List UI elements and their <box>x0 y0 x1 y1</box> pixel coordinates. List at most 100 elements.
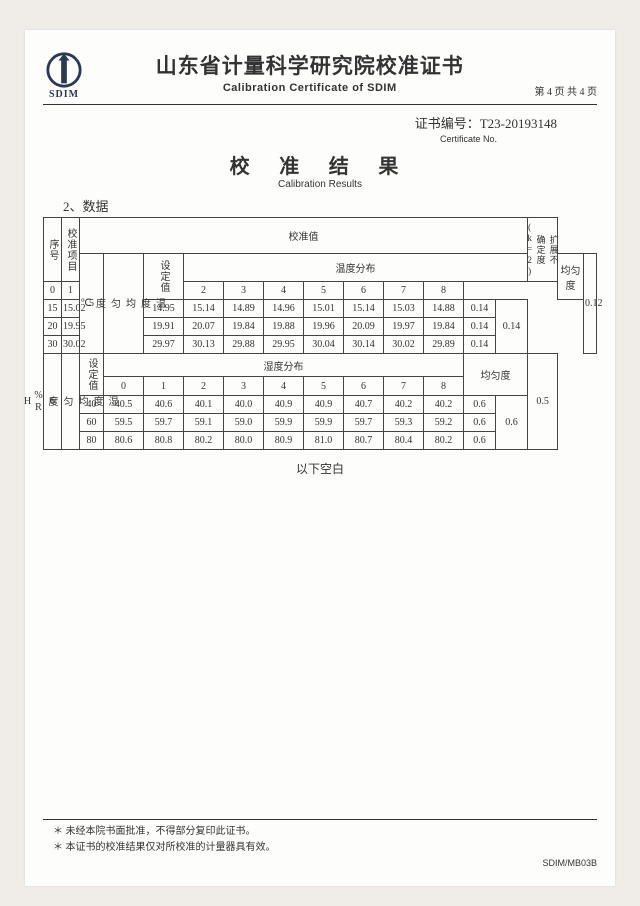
footer: ＊ 未经本院书面批准，不得部分复印此证书。 ＊ 本证书的校准结果仅对所校准的计量… <box>43 819 597 868</box>
col-seq: 序号 <box>44 218 62 282</box>
title-en: Calibration Certificate of SDIM <box>95 82 525 94</box>
idx: 0 <box>44 282 62 300</box>
cell: 59.7 <box>344 414 384 432</box>
row6-item: 湿度均匀度%RH <box>62 354 80 450</box>
cell: 30.14 <box>344 336 384 354</box>
page-indicator: 第 4 页 共 4 页 <box>535 83 598 100</box>
row6-expanded: 0.5 <box>528 354 558 450</box>
cell: 40.7 <box>344 396 384 414</box>
row5-unif-label: 均匀度 <box>558 254 584 300</box>
results-title-en: Calibration Results <box>43 179 597 190</box>
cell: 80.2 <box>424 432 464 450</box>
cell: 40.1 <box>184 396 224 414</box>
cell: 14.88 <box>424 300 464 318</box>
cell: 0.6 <box>464 432 496 450</box>
cell: 0.14 <box>464 318 496 336</box>
section-label: 2、数据 <box>63 196 597 215</box>
title-cn: 山东省计量科学研究院校准证书 <box>95 50 525 80</box>
idx: 6 <box>344 377 384 396</box>
cell: 59.9 <box>304 414 344 432</box>
cell: 19.96 <box>304 318 344 336</box>
cell: 59.7 <box>144 414 184 432</box>
cell: 0.14 <box>464 336 496 354</box>
cell: 15.01 <box>304 300 344 318</box>
idx: 0 <box>104 377 144 396</box>
idx: 7 <box>384 282 424 300</box>
row5-item: 温度均匀度℃ <box>104 254 144 354</box>
idx: 3 <box>224 377 264 396</box>
cell: 19.88 <box>264 318 304 336</box>
footnote-1: ＊ 未经本院书面批准，不得部分复印此证书。 <box>43 824 597 840</box>
cell: 59.1 <box>184 414 224 432</box>
cell: 15.03 <box>384 300 424 318</box>
idx: 3 <box>224 282 264 300</box>
row6-data-1: 40 40.5 40.6 40.1 40.0 40.9 40.9 40.7 40… <box>44 396 597 414</box>
cert-number: T23-20193148 <box>480 116 557 131</box>
col-calval: 校准值 <box>80 218 528 254</box>
cell: 40.9 <box>264 396 304 414</box>
cell: 59.3 <box>384 414 424 432</box>
footnote-2: ＊ 本证书的校准结果仅对所校准的计量器具有效。 <box>43 840 597 856</box>
cell: 59.2 <box>424 414 464 432</box>
sdim-logo: SDIM <box>43 50 85 100</box>
cell: 15.02 <box>62 300 80 318</box>
cell: 15.14 <box>184 300 224 318</box>
cell: 29.97 <box>144 336 184 354</box>
cell: 80.9 <box>264 432 304 450</box>
set: 30 <box>44 336 62 354</box>
doc-code: SDIM/MB03B <box>43 858 597 868</box>
logo-text: SDIM <box>49 89 79 100</box>
table-header-row: 序号 校准项目 校准值 扩展不确定度(k=2) <box>44 218 597 254</box>
cell: 80.0 <box>224 432 264 450</box>
idx: 8 <box>424 282 464 300</box>
cert-number-row: 证书编号：T23-20193148 <box>43 113 597 132</box>
cell: 81.0 <box>304 432 344 450</box>
cell: 30.13 <box>184 336 224 354</box>
idx: 7 <box>384 377 424 396</box>
calibration-table: 序号 校准项目 校准值 扩展不确定度(k=2) 5 温度均匀度℃ 设定值 温度分… <box>43 217 597 450</box>
certificate-page: SDIM 山东省计量科学研究院校准证书 Calibration Certific… <box>25 30 615 886</box>
logo-icon <box>45 51 83 89</box>
cell: 40.2 <box>384 396 424 414</box>
cell: 59.9 <box>264 414 304 432</box>
cell: 20.07 <box>184 318 224 336</box>
idx: 4 <box>264 377 304 396</box>
cell: 29.89 <box>424 336 464 354</box>
cell: 80.6 <box>104 432 144 450</box>
title-block: 山东省计量科学研究院校准证书 Calibration Certificate o… <box>95 50 525 94</box>
set: 20 <box>44 318 62 336</box>
idx: 2 <box>184 377 224 396</box>
row6-uniformity: 0.6 <box>496 396 528 450</box>
row5-setval-label: 设定值 <box>144 254 184 300</box>
cell: 40.9 <box>304 396 344 414</box>
idx: 5 <box>304 282 344 300</box>
cell: 19.84 <box>424 318 464 336</box>
cell: 0.14 <box>464 300 496 318</box>
cell: 19.95 <box>62 318 80 336</box>
col-item: 校准项目 <box>62 218 80 282</box>
cell: 80.8 <box>144 432 184 450</box>
cell: 30.02 <box>62 336 80 354</box>
cell: 30.02 <box>384 336 424 354</box>
set: 60 <box>80 414 104 432</box>
cell: 0.6 <box>464 396 496 414</box>
cell: 40.2 <box>424 396 464 414</box>
results-title-cn: 校 准 结 果 <box>43 150 597 179</box>
cell: 80.4 <box>384 432 424 450</box>
cell: 14.96 <box>264 300 304 318</box>
cell: 19.84 <box>224 318 264 336</box>
cell: 19.97 <box>384 318 424 336</box>
col-exp: 扩展不确定度(k=2) <box>528 218 558 282</box>
header-rule <box>43 104 597 105</box>
idx: 4 <box>264 282 304 300</box>
cell: 19.91 <box>144 318 184 336</box>
cell: 40.6 <box>144 396 184 414</box>
blank-below: 以下空白 <box>43 460 597 477</box>
footer-rule <box>43 819 597 820</box>
row6-unif-label: 均匀度 <box>464 354 528 396</box>
set: 15 <box>44 300 62 318</box>
cell: 30.04 <box>304 336 344 354</box>
cell: 29.95 <box>264 336 304 354</box>
row6-setval-label: 设定值 <box>80 354 104 396</box>
cell: 14.89 <box>224 300 264 318</box>
